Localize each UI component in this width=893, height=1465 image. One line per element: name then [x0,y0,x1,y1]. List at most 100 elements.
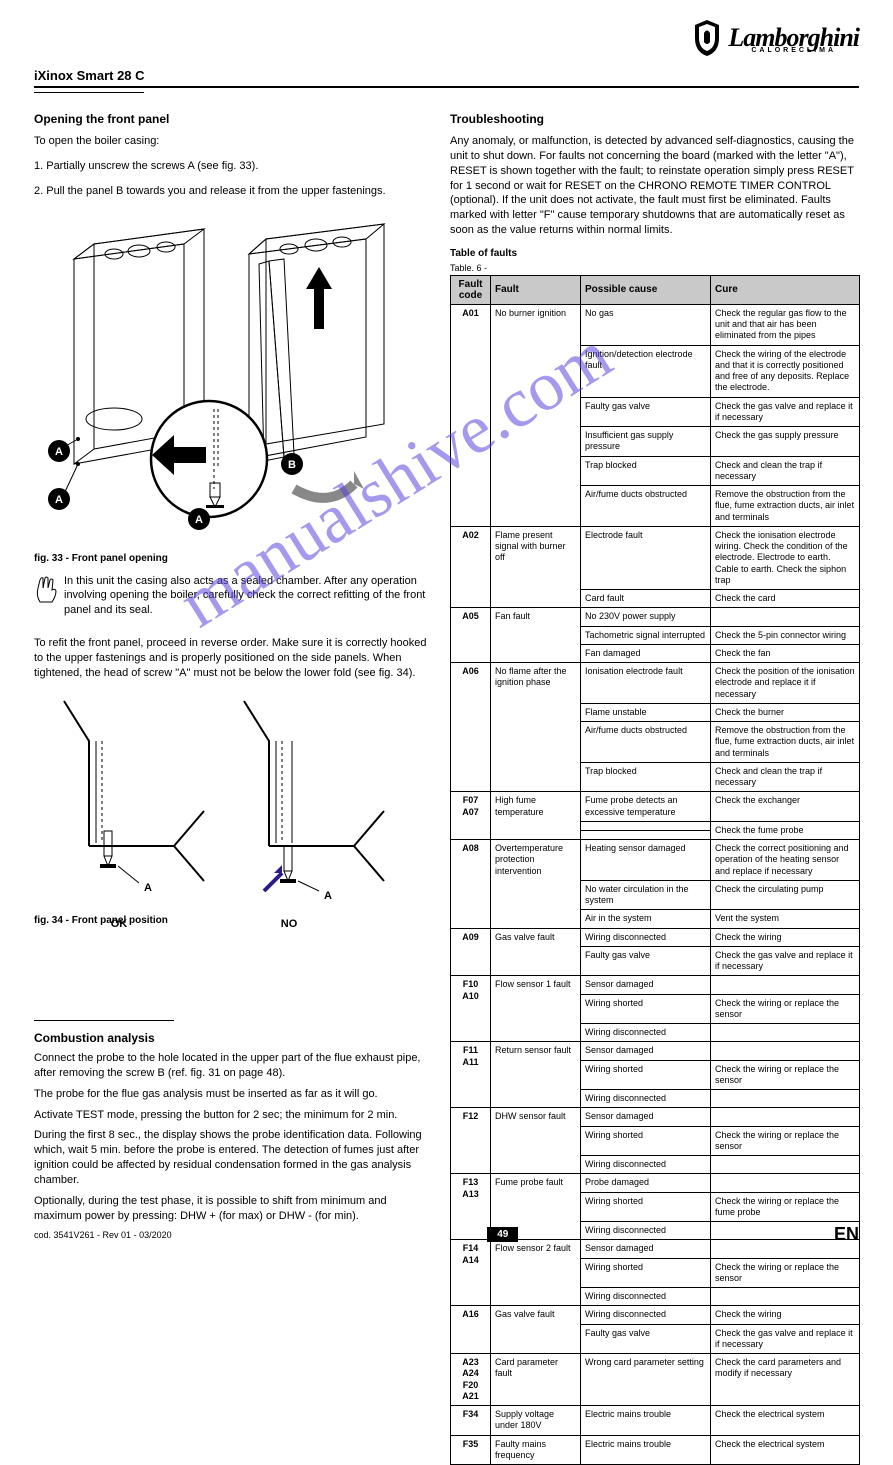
cell-cure: Check the card [711,590,860,608]
cell-cure: Check the wiring or replace the fume pro… [711,1192,860,1222]
svg-text:A: A [55,446,63,458]
cell-cure: Check the wiring or replace the sensor [711,994,860,1024]
cell-cause: Sensor damaged [581,1042,711,1060]
cell-code: F11A11 [451,1042,491,1108]
footer-page: 49 [487,1227,518,1242]
cell-fault: Supply voltage under 180V [491,1406,581,1436]
cell-cause: Fan damaged [581,644,711,662]
cell-cure: Check the circulating pump [711,880,860,910]
svg-text:A: A [55,494,63,506]
cell-cure: Check the correct positioning and operat… [711,840,860,881]
table-row: F10A10Flow sensor 1 faultSensor damaged [451,976,860,994]
cell-code: F35 [451,1435,491,1465]
cell-cure: Check the electrical system [711,1435,860,1465]
table-row: A08Overtemperature protection interventi… [451,840,860,881]
cell-cure: Check the exchanger [711,792,860,822]
cell-fault: Gas valve fault [491,1306,581,1354]
cell-cause [581,831,711,840]
table-row: F07A07High fume temperatureFume probe de… [451,792,860,822]
table-row: F35Faulty mains frequencyElectric mains … [451,1435,860,1465]
cell-cure: Check the wiring or replace the sensor [711,1060,860,1090]
cell-cure: Check the gas valve and replace it if ne… [711,397,860,427]
hand-icon [34,574,58,604]
cell-cause: No 230V power supply [581,608,711,626]
cell-code: F34 [451,1406,491,1436]
analysis-divider [34,1020,174,1021]
cell-cause: Wiring disconnected [581,1306,711,1324]
right-column: Troubleshooting Any anomaly, or malfunct… [450,112,860,1465]
col-code: Fault code [451,275,491,304]
fig34-labels: OK NO [34,916,374,930]
cell-cure [711,1024,860,1042]
col-fault: Fault [491,275,581,304]
troubleshoot-intro: Any anomaly, or malfunction, is detected… [450,134,860,238]
label-no: NO [281,918,298,930]
cell-cause: Wiring disconnected [581,1288,711,1306]
step-1: 1. Partially unscrew the screws A (see f… [34,159,434,174]
cell-fault: DHW sensor fault [491,1108,581,1174]
cell-cause: Trap blocked [581,456,711,486]
cell-cause: Ionisation electrode fault [581,663,711,704]
table-row: F11A11Return sensor faultSensor damaged [451,1042,860,1060]
cell-cause: Trap blocked [581,762,711,792]
fig34-intro: To refit the front panel, proceed in rev… [34,636,434,681]
cell-cure: Check the burner [711,703,860,721]
cell-cause: Electrode fault [581,526,711,589]
table-row: A01No burner ignitionNo gasCheck the reg… [451,304,860,345]
table-row: A09Gas valve faultWiring disconnectedChe… [451,928,860,946]
cell-cause: No gas [581,304,711,345]
cell-code: A23A24F20A21 [451,1354,491,1406]
cell-cause: Insufficient gas supply pressure [581,427,711,457]
brand-logo: Lamborghini CALORECLIMA [692,18,859,58]
cell-cause: Ignition/detection electrode fault [581,345,711,397]
analysis-p4: During the first 8 sec., the display sho… [34,1128,434,1187]
table-row: F13A13Fume probe faultProbe damaged [451,1174,860,1192]
cell-cause: Air in the system [581,910,711,928]
cell-cause: Wiring shorted [581,1060,711,1090]
cell-code: A05 [451,608,491,663]
cell-cause: No water circulation in the system [581,880,711,910]
cell-fault: Card parameter fault [491,1354,581,1406]
analysis-p1: Connect the probe to the hole located in… [34,1051,434,1081]
cell-cure [711,608,860,626]
cell-fault: Faulty mains frequency [491,1435,581,1465]
analysis-p5: Optionally, during the test phase, it is… [34,1194,434,1224]
page: Lamborghini CALORECLIMA iXinox Smart 28 … [0,0,893,1263]
divider-top [34,86,859,88]
cell-cure [711,1156,860,1174]
cell-cure: Check the position of the ionisation ele… [711,663,860,704]
cell-cause: Wiring disconnected [581,928,711,946]
troubleshoot-title: Troubleshooting [450,112,860,126]
table-header-row: Fault code Fault Possible cause Cure [451,275,860,304]
divider-small [34,92,144,93]
cell-cure: Vent the system [711,910,860,928]
opening-text: To open the boiler casing: [34,134,434,149]
cell-cause: Sensor damaged [581,976,711,994]
cell-cure: Check the gas supply pressure [711,427,860,457]
cell-fault: No burner ignition [491,304,581,526]
table-id: Table. 6 - [450,263,860,273]
figure-33: A A A B [34,209,394,549]
cell-cause: Wiring shorted [581,1192,711,1222]
cell-code: F07A07 [451,792,491,840]
label-a-right: A [324,890,332,902]
table-row: F34Supply voltage under 180VElectric mai… [451,1406,860,1436]
cell-cure [711,1174,860,1192]
cell-cure: Check and clean the trap if necessary [711,762,860,792]
figure-34: A A [34,691,394,911]
table-row: F12DHW sensor faultSensor damaged [451,1108,860,1126]
label-ok: OK [111,918,128,930]
table-row: A05Fan faultNo 230V power supply [451,608,860,626]
cell-cure: Check and clean the trap if necessary [711,456,860,486]
cell-cure: Remove the obstruction from the flue, fu… [711,722,860,763]
cell-cause: Faulty gas valve [581,946,711,976]
col-cure: Cure [711,275,860,304]
attention-text: In this unit the casing also acts as a s… [64,574,434,619]
cell-cause: Sensor damaged [581,1108,711,1126]
cell-cure: Check the card parameters and modify if … [711,1354,860,1406]
cell-fault: No flame after the ignition phase [491,663,581,792]
faults-table: Fault code Fault Possible cause Cure A01… [450,275,860,1465]
cell-cause: Faulty gas valve [581,397,711,427]
cell-cause: Heating sensor damaged [581,840,711,881]
cell-cure: Check the fume probe [711,821,860,839]
